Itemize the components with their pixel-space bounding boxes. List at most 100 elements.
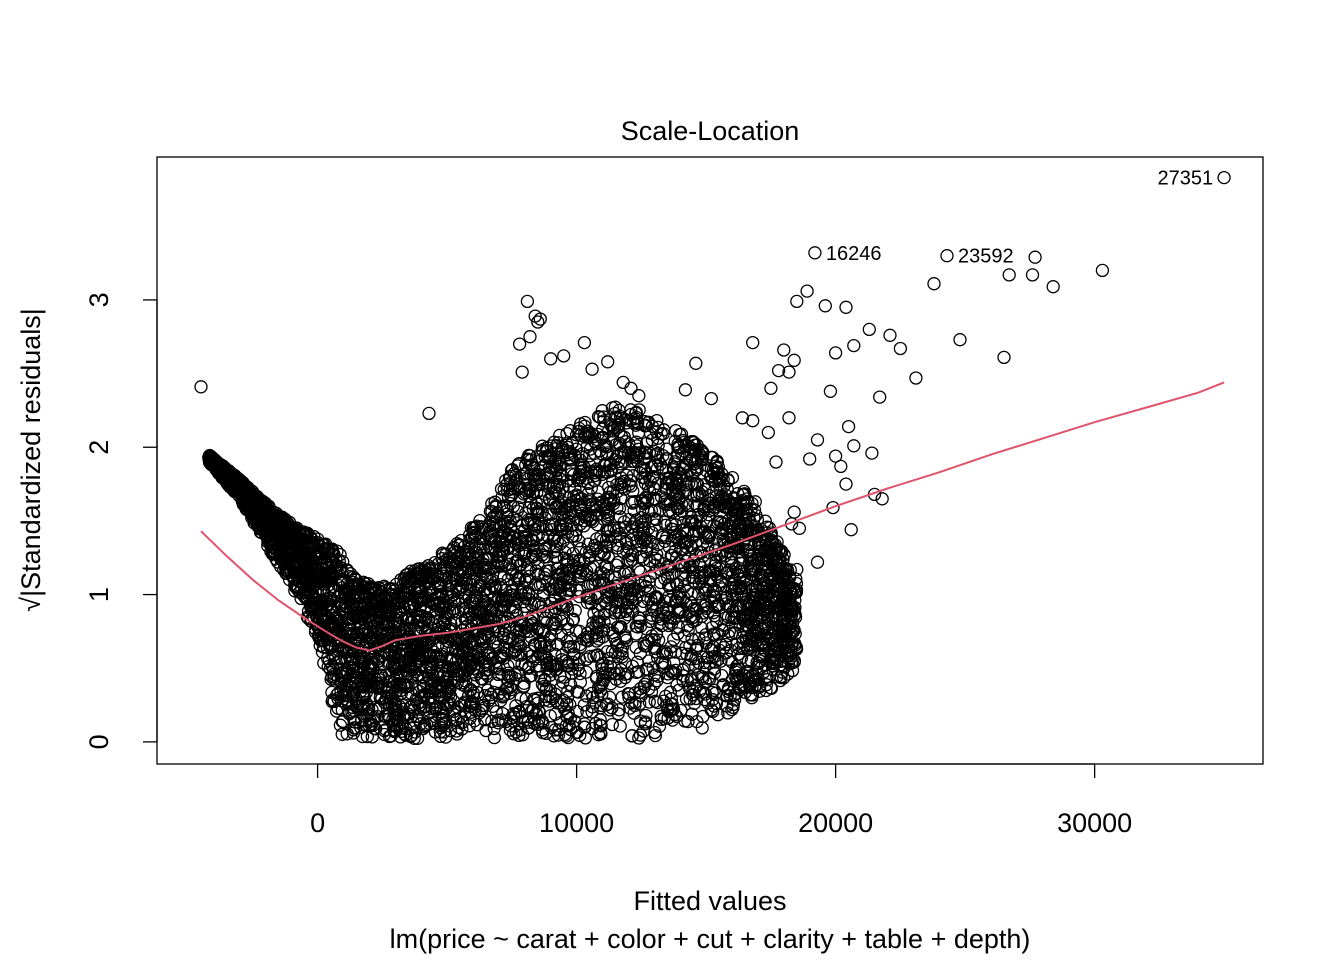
data-point (632, 403, 646, 417)
data-point (389, 641, 404, 656)
data-point (679, 468, 693, 482)
data-point (550, 637, 564, 651)
data-point (680, 619, 695, 633)
data-point (470, 616, 484, 630)
data-point (449, 637, 464, 651)
data-point (437, 630, 451, 645)
data-point (667, 632, 681, 646)
data-point (473, 565, 488, 579)
data-point (523, 669, 537, 683)
data-point (739, 506, 753, 520)
data-point (685, 707, 699, 721)
data-point (725, 610, 739, 625)
data-point (573, 675, 588, 689)
data-point (711, 708, 725, 722)
data-point (633, 466, 647, 480)
data-point (304, 573, 319, 587)
data-point (649, 518, 663, 532)
data-point (588, 468, 602, 483)
data-point (618, 667, 632, 681)
data-point (716, 582, 730, 596)
data-point (593, 713, 607, 727)
data-point (625, 659, 640, 673)
data-point (623, 587, 637, 601)
data-point (395, 642, 410, 656)
data-point (546, 691, 560, 706)
data-point (286, 571, 301, 585)
data-point (674, 567, 688, 581)
data-point (736, 600, 750, 614)
data-point (538, 571, 552, 585)
data-point (612, 703, 626, 717)
data-point (498, 559, 512, 573)
data-point (437, 667, 452, 681)
data-point (644, 503, 659, 518)
data-point (673, 477, 687, 492)
data-point (466, 521, 480, 536)
data-point (702, 545, 717, 560)
data-point (688, 477, 702, 491)
data-point (606, 421, 620, 435)
data-point (648, 694, 662, 708)
data-point (730, 610, 744, 624)
data-point (517, 625, 532, 639)
data-point (678, 609, 692, 623)
data-point (756, 569, 770, 583)
data-point (656, 646, 670, 660)
data-point (493, 548, 507, 563)
data-point (563, 722, 578, 737)
data-point (536, 519, 550, 534)
data-point (532, 659, 546, 673)
data-point (708, 655, 722, 669)
data-point (506, 727, 521, 741)
data-point (429, 603, 443, 617)
data-point (653, 562, 668, 577)
data-point (526, 703, 541, 717)
data-point (690, 499, 704, 513)
data-point (458, 679, 473, 693)
data-point (477, 712, 492, 727)
data-point (753, 570, 768, 584)
data-point (633, 728, 648, 742)
data-point (712, 493, 727, 507)
data-point (213, 457, 227, 472)
data-point (745, 669, 759, 683)
data-point (676, 674, 690, 688)
data-point (544, 720, 559, 735)
data-point (370, 676, 384, 690)
data-point (536, 716, 550, 730)
data-point (643, 584, 657, 598)
data-point (610, 449, 624, 463)
data-point (633, 565, 647, 579)
data-point (537, 679, 551, 694)
data-point (377, 727, 391, 742)
data-point (444, 622, 458, 636)
data-point (563, 453, 577, 467)
data-point (356, 586, 371, 600)
data-point (335, 665, 350, 680)
data-point (517, 467, 532, 481)
data-point (639, 579, 653, 594)
data-point (389, 587, 403, 601)
data-point (605, 644, 620, 659)
data-point (659, 471, 673, 486)
data-point (463, 684, 478, 698)
data-point (540, 444, 555, 458)
data-point (456, 634, 470, 648)
data-point (510, 608, 524, 622)
data-point (354, 600, 368, 614)
data-point (501, 666, 515, 680)
data-point (661, 579, 676, 593)
data-point (615, 690, 629, 704)
data-point (758, 514, 772, 528)
data-point (454, 533, 468, 548)
data-point (657, 694, 671, 708)
data-point (638, 450, 652, 464)
data-point (585, 686, 599, 701)
data-point (572, 652, 587, 666)
data-point (578, 419, 592, 433)
data-point (431, 688, 446, 702)
data-point (364, 717, 378, 731)
data-point (664, 703, 678, 717)
data-point (614, 643, 628, 657)
